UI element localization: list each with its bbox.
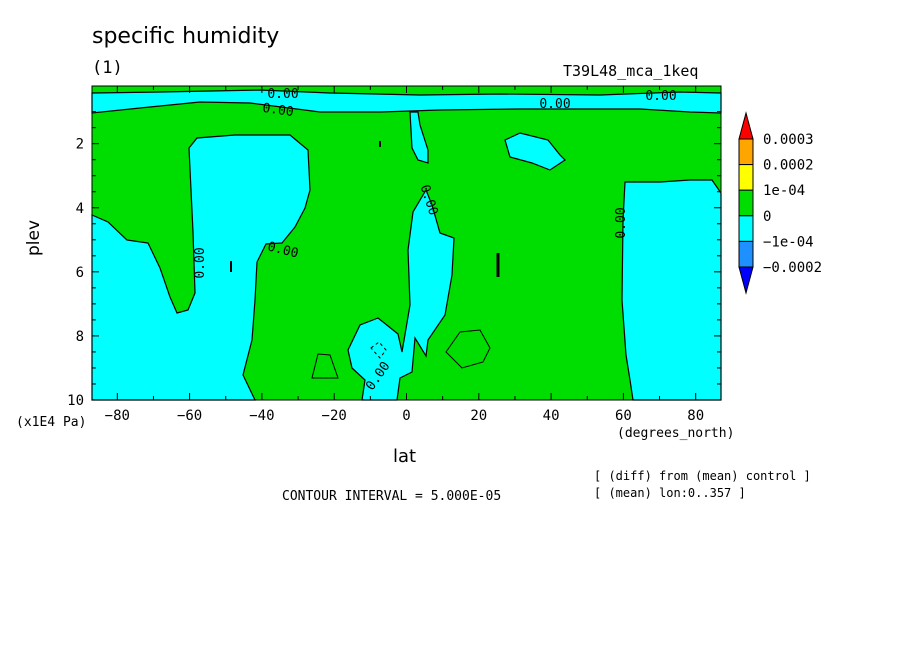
plot-area [91,85,722,401]
legend-level-label: 1e-04 [763,183,805,199]
y-axis: 2 4 6 8 10 [67,111,721,409]
legend-swatch [738,215,754,242]
contour-value-label: 0.00 [614,207,629,238]
legend-swatch [738,164,754,191]
contour-small-2 [445,329,491,369]
x-tick-label: 40 [543,408,560,424]
chart-title: specific humidity [92,24,280,49]
x-tick-label: 60 [615,408,632,424]
y-tick-label: 6 [76,265,84,281]
legend-swatch [738,138,754,166]
legend-level-label: −1e-04 [763,234,814,250]
contour-value-label: 0.00 [539,97,570,112]
x-tick-label: 20 [470,408,487,424]
region-nh-20n-patch [504,132,566,171]
contour-dashed [370,341,387,359]
legend-level-label: 0.0002 [763,158,814,174]
legend-swatch [738,189,754,217]
region-nh-high-lat [621,179,722,401]
contour-value-label: 0.00 [645,89,676,104]
region-equatorial-column [347,188,455,401]
legend-arrow-bottom [738,266,754,295]
region-sh-subtropics [91,134,311,401]
y-tick-label: 10 [67,393,84,409]
x-tick-label: 80 [687,408,704,424]
y-tick-label: 4 [76,201,84,217]
y-tick-label: 2 [76,137,84,153]
legend-level-label: 0.0003 [763,132,814,148]
contour-value-label: 0.00 [267,87,298,102]
y-tick-label: 8 [76,329,84,345]
legend-level-label: −0.0002 [763,260,822,276]
x-tick-label: −40 [249,408,274,424]
x-tick-label: −60 [177,408,202,424]
x-axis-label: lat [393,446,417,467]
diff-note: [ (diff) from (mean) control ] [594,469,811,483]
legend-arrow-top [738,111,754,140]
legend-swatch [738,240,754,268]
x-tick-label: 0 [402,408,410,424]
contour-value-label: 0.00 [261,101,294,120]
region-equatorial-tongue [409,111,429,164]
y-axis-unit: (x1E4 Pa) [16,415,87,430]
x-axis: −80 −60 −40 −20 0 20 40 60 80 [105,86,704,424]
contour-value-label: 0.00 [266,239,300,261]
contour-small-1 [311,353,339,379]
legend-level-label: 0 [763,209,771,225]
contour-value-label: 0.00 [193,247,208,278]
x-tick-label: −80 [105,408,130,424]
x-axis-unit: (degrees_north) [617,426,735,441]
contour-interval-note: CONTOUR INTERVAL = 5.000E-05 [282,489,502,504]
chart-subtitle: (1) [92,58,123,78]
x-tick-label: −20 [322,408,347,424]
region-band-top [91,89,722,114]
run-label: T39L48_mca_1keq [563,62,699,80]
mean-note: [ (mean) lon:0..357 ] [594,486,746,500]
color-legend: 0.0003 0.0002 1e-04 0 −1e-04 −0.0002 [738,111,822,295]
